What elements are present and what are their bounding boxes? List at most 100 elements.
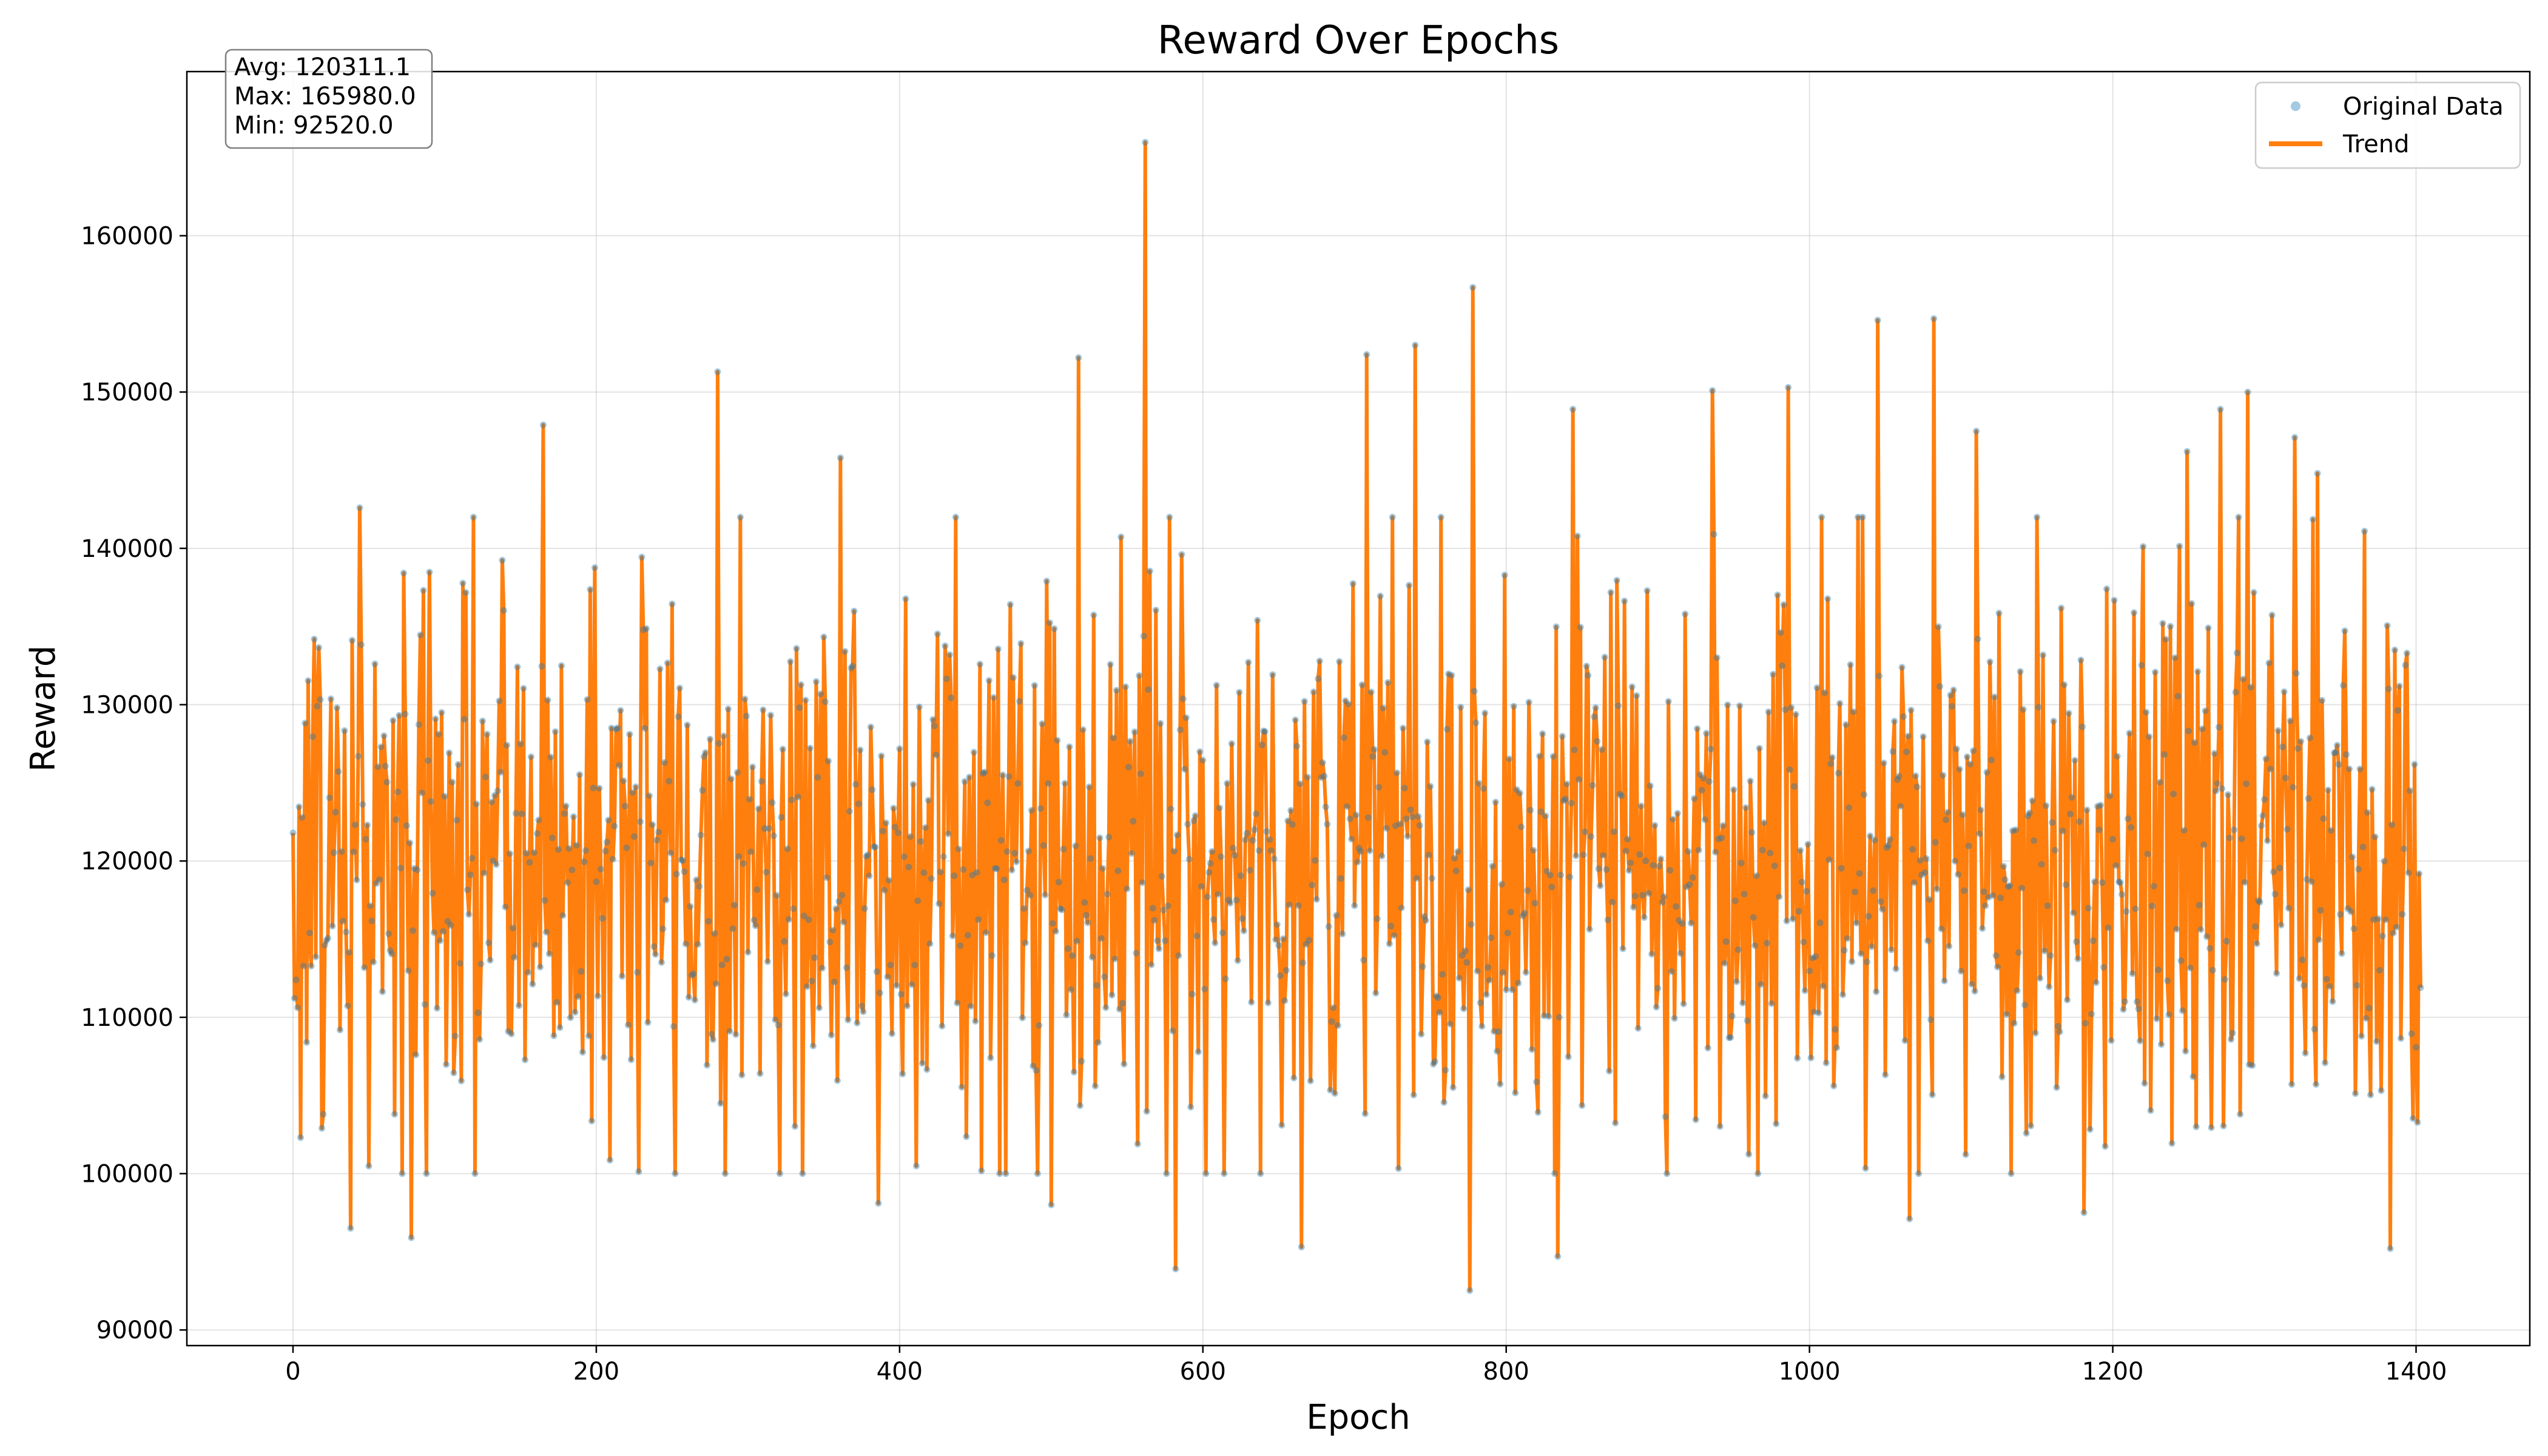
data-point — [1316, 658, 1323, 665]
data-point — [2353, 982, 2361, 989]
data-point — [857, 746, 864, 753]
data-point — [2097, 801, 2105, 809]
data-point — [408, 1234, 415, 1241]
data-point — [641, 725, 649, 732]
data-point — [2337, 911, 2344, 918]
data-point — [2004, 883, 2012, 891]
data-point — [2316, 936, 2323, 943]
data-point — [860, 1008, 867, 1016]
data-point — [893, 982, 900, 989]
data-point — [1895, 772, 1903, 780]
data-point — [2231, 826, 2238, 834]
data-point — [1134, 1141, 1141, 1148]
data-point — [1461, 947, 1469, 954]
data-point — [2015, 949, 2023, 956]
data-point — [2037, 975, 2044, 982]
data-point — [2007, 1170, 2015, 1178]
data-point — [2053, 1084, 2060, 1091]
y-tick-label: 110000 — [81, 1004, 174, 1032]
data-point — [1950, 686, 1957, 693]
data-point — [1307, 1077, 1314, 1085]
data-point — [806, 744, 814, 752]
data-point — [2405, 869, 2412, 877]
data-point — [1867, 832, 1874, 840]
data-point — [1722, 938, 1730, 945]
data-point — [2026, 809, 2033, 817]
data-point — [2094, 803, 2101, 810]
data-point — [1501, 571, 1508, 579]
data-point — [456, 960, 463, 967]
data-point — [292, 976, 300, 983]
data-point — [797, 681, 804, 689]
data-point — [926, 940, 934, 948]
data-point — [814, 774, 821, 781]
data-point — [712, 980, 720, 988]
data-point — [1182, 714, 1190, 721]
data-point — [482, 774, 489, 781]
data-point — [2376, 966, 2384, 974]
y-axis-label: Reward — [24, 645, 63, 772]
data-point — [900, 853, 908, 860]
data-point — [1330, 1004, 1337, 1011]
data-point — [1245, 659, 1252, 666]
data-point — [1443, 726, 1451, 733]
data-point — [1586, 926, 1593, 933]
data-point — [2367, 1091, 2374, 1099]
data-point — [2027, 1122, 2035, 1130]
data-point — [1616, 790, 1623, 798]
data-point — [612, 726, 619, 733]
data-point — [1251, 826, 1258, 834]
data-point — [1979, 925, 1986, 932]
data-point — [386, 947, 394, 954]
data-point — [855, 800, 862, 807]
data-point — [423, 1170, 430, 1178]
data-point — [1105, 834, 1113, 841]
data-point — [2335, 761, 2342, 768]
data-point — [1275, 942, 1282, 949]
data-point — [2328, 827, 2335, 834]
data-point — [852, 781, 859, 788]
data-point — [2343, 751, 2350, 758]
data-point — [736, 513, 744, 521]
data-point — [441, 792, 448, 800]
data-point — [2222, 976, 2229, 983]
data-point — [2355, 866, 2362, 873]
data-point — [2194, 668, 2202, 675]
trend-line-layer — [291, 140, 2423, 1293]
data-point — [2065, 710, 2072, 717]
data-point — [891, 823, 898, 831]
x-tick-label: 1400 — [2385, 1358, 2447, 1386]
data-point — [1971, 988, 1978, 995]
data-point — [1785, 383, 1792, 391]
data-point — [679, 857, 686, 864]
data-point — [2149, 902, 2156, 909]
data-point — [1686, 881, 1693, 888]
data-point — [2408, 1030, 2415, 1037]
data-point — [738, 1071, 746, 1079]
data-point — [2068, 794, 2075, 801]
data-point — [1903, 748, 1910, 755]
data-point — [1704, 1045, 1711, 1052]
data-point — [928, 875, 935, 882]
data-point — [2086, 1126, 2094, 1133]
data-point — [1665, 698, 1672, 705]
data-point — [851, 607, 858, 615]
data-point — [2040, 652, 2047, 659]
data-point — [561, 810, 568, 817]
x-tick-label: 200 — [573, 1358, 619, 1386]
data-point — [2252, 923, 2259, 930]
data-point — [1425, 851, 1432, 858]
data-point — [1030, 1062, 1037, 1070]
data-point — [2092, 979, 2100, 986]
data-point — [1654, 985, 1662, 992]
data-point — [905, 863, 912, 871]
data-point — [837, 454, 844, 461]
data-point — [1145, 686, 1152, 693]
data-point — [1560, 797, 1568, 804]
data-point — [1009, 674, 1017, 681]
data-point — [2041, 948, 2048, 955]
data-point — [2246, 1061, 2253, 1068]
data-point — [1572, 852, 1580, 860]
data-point — [678, 856, 685, 863]
data-point — [1883, 844, 1890, 851]
